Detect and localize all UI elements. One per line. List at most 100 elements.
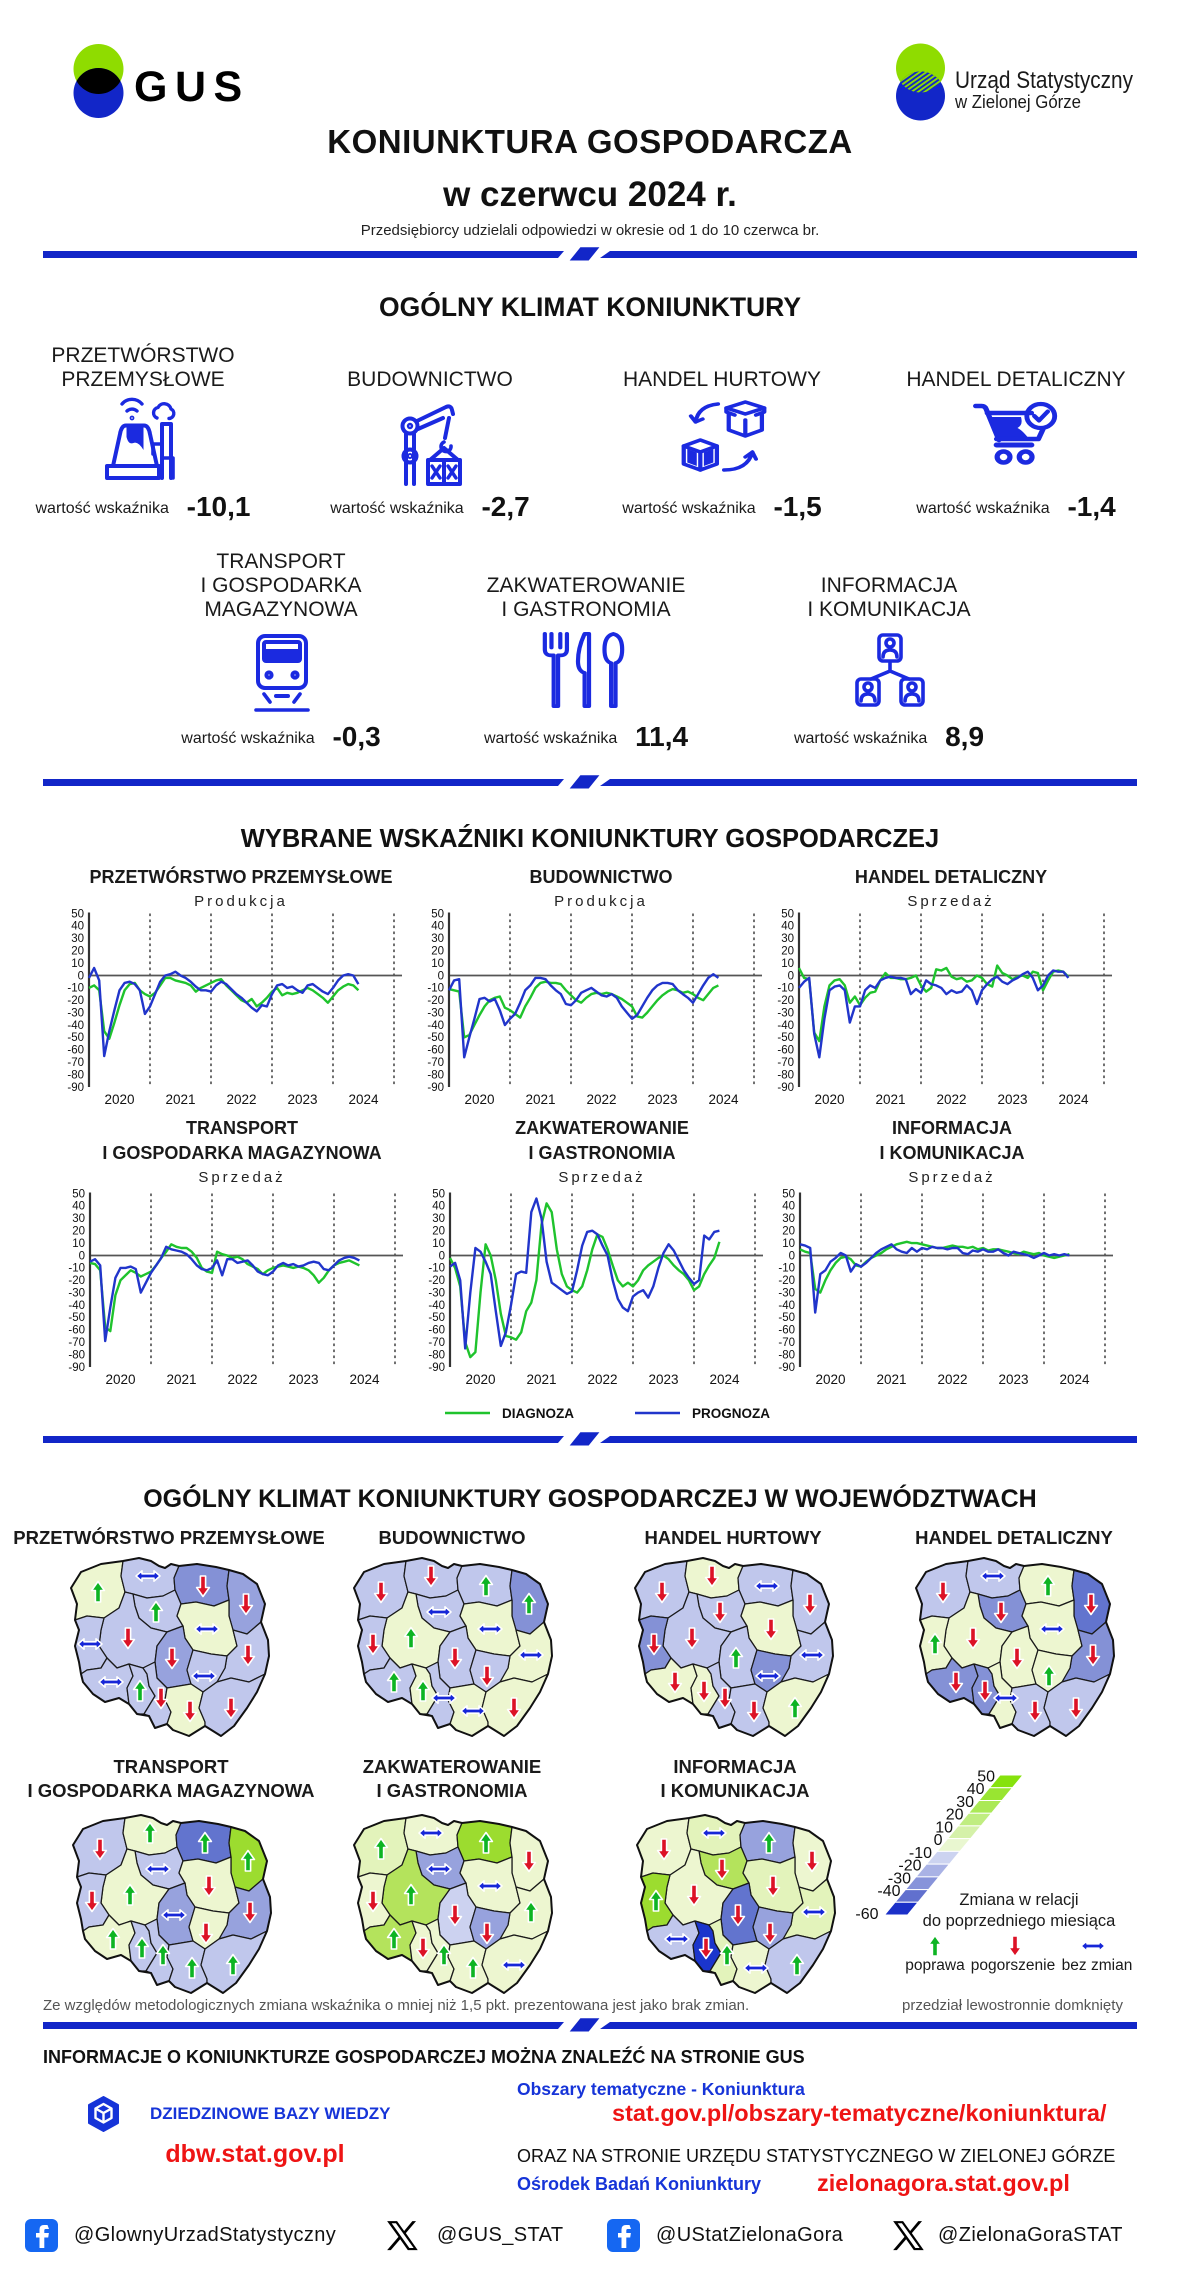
svg-text:2020: 2020 [105, 1372, 135, 1387]
svg-text:-60: -60 [855, 1906, 878, 1923]
svg-text:2022: 2022 [586, 1092, 616, 1107]
svg-text:-80: -80 [778, 1349, 795, 1361]
svg-text:40: 40 [431, 921, 444, 933]
svg-text:0: 0 [439, 1250, 445, 1262]
svg-text:10: 10 [432, 1238, 445, 1250]
svg-text:-70: -70 [68, 1337, 85, 1349]
svg-text:-10: -10 [67, 983, 84, 995]
svg-text:30: 30 [781, 933, 794, 945]
svg-text:Urząd Statystyczny: Urząd Statystyczny [955, 67, 1134, 94]
svg-text:-80: -80 [68, 1349, 85, 1361]
svg-text:-20: -20 [428, 1275, 445, 1287]
svg-text:-60: -60 [428, 1325, 445, 1337]
svg-text:-80: -80 [427, 1069, 444, 1081]
svg-text:-20: -20 [777, 995, 794, 1007]
svg-text:-30: -30 [428, 1287, 445, 1299]
svg-text:2021: 2021 [876, 1372, 906, 1387]
svg-text:-30: -30 [777, 1007, 794, 1019]
svg-text:2024: 2024 [709, 1372, 740, 1387]
svg-text:-10: -10 [427, 983, 444, 995]
svg-text:2020: 2020 [814, 1092, 844, 1107]
svg-text:-50: -50 [778, 1312, 795, 1324]
svg-text:-30: -30 [68, 1287, 85, 1299]
svg-text:0: 0 [79, 1250, 85, 1262]
svg-text:50: 50 [431, 908, 444, 920]
svg-text:bez zmian: bez zmian [1062, 1957, 1133, 1974]
svg-text:-40: -40 [68, 1300, 85, 1312]
svg-text:2020: 2020 [465, 1372, 495, 1387]
svg-text:-30: -30 [67, 1007, 84, 1019]
svg-text:-30: -30 [427, 1007, 444, 1019]
svg-text:-40: -40 [877, 1883, 900, 1900]
svg-text:50: 50 [782, 1188, 795, 1200]
svg-text:50: 50 [432, 1188, 445, 1200]
svg-text:2020: 2020 [815, 1372, 845, 1387]
svg-text:2023: 2023 [647, 1092, 677, 1107]
svg-text:-70: -70 [778, 1337, 795, 1349]
svg-text:2024: 2024 [1058, 1092, 1089, 1107]
svg-text:-90: -90 [68, 1362, 85, 1374]
svg-text:-10: -10 [777, 983, 794, 995]
svg-text:-50: -50 [427, 1032, 444, 1044]
svg-text:30: 30 [432, 1213, 445, 1225]
svg-text:2024: 2024 [348, 1092, 379, 1107]
svg-text:50: 50 [781, 908, 794, 920]
svg-text:-50: -50 [67, 1032, 84, 1044]
svg-text:10: 10 [781, 958, 794, 970]
svg-text:20: 20 [946, 1807, 964, 1824]
svg-text:w Zielonej Górze: w Zielonej Górze [954, 92, 1081, 112]
svg-text:-40: -40 [427, 1020, 444, 1032]
svg-text:-20: -20 [67, 995, 84, 1007]
svg-text:0: 0 [78, 970, 84, 982]
svg-text:2022: 2022 [936, 1092, 966, 1107]
svg-text:40: 40 [72, 1201, 85, 1213]
svg-text:50: 50 [71, 908, 84, 920]
svg-text:40: 40 [432, 1201, 445, 1213]
svg-text:0: 0 [789, 1250, 795, 1262]
svg-text:-10: -10 [909, 1845, 932, 1862]
svg-text:-60: -60 [427, 1045, 444, 1057]
svg-text:10: 10 [935, 1819, 953, 1836]
svg-text:2022: 2022 [587, 1372, 617, 1387]
svg-text:10: 10 [71, 958, 84, 970]
svg-text:-90: -90 [778, 1362, 795, 1374]
svg-text:30: 30 [72, 1213, 85, 1225]
svg-text:-40: -40 [778, 1300, 795, 1312]
svg-text:GUS: GUS [134, 63, 250, 111]
svg-text:-60: -60 [67, 1045, 84, 1057]
svg-text:2020: 2020 [464, 1092, 494, 1107]
svg-text:0: 0 [788, 970, 794, 982]
svg-text:-40: -40 [777, 1020, 794, 1032]
svg-text:PROGNOZA: PROGNOZA [692, 1406, 770, 1421]
svg-text:30: 30 [71, 933, 84, 945]
svg-text:-50: -50 [428, 1312, 445, 1324]
svg-text:-20: -20 [427, 995, 444, 1007]
svg-text:10: 10 [782, 1238, 795, 1250]
svg-text:-40: -40 [67, 1020, 84, 1032]
svg-text:2023: 2023 [287, 1092, 317, 1107]
svg-text:-10: -10 [68, 1263, 85, 1275]
svg-text:pogorszenie: pogorszenie [971, 1957, 1055, 1974]
svg-text:-40: -40 [428, 1300, 445, 1312]
svg-text:2024: 2024 [708, 1092, 739, 1107]
svg-text:30: 30 [782, 1213, 795, 1225]
svg-text:0: 0 [934, 1832, 943, 1849]
svg-text:30: 30 [956, 1794, 974, 1811]
svg-text:10: 10 [72, 1238, 85, 1250]
svg-text:-80: -80 [67, 1069, 84, 1081]
svg-text:20: 20 [72, 1226, 85, 1238]
svg-text:2024: 2024 [1059, 1372, 1090, 1387]
svg-text:-70: -70 [67, 1057, 84, 1069]
svg-text:poprawa: poprawa [905, 1957, 965, 1974]
svg-text:-50: -50 [777, 1032, 794, 1044]
svg-text:do poprzedniego miesiąca: do poprzedniego miesiąca [923, 1912, 1116, 1930]
svg-text:-60: -60 [778, 1325, 795, 1337]
svg-text:-90: -90 [427, 1082, 444, 1094]
svg-text:-70: -70 [428, 1337, 445, 1349]
svg-text:-90: -90 [428, 1362, 445, 1374]
svg-text:-30: -30 [888, 1870, 911, 1887]
svg-text:2022: 2022 [226, 1092, 256, 1107]
svg-text:-60: -60 [777, 1045, 794, 1057]
svg-text:20: 20 [781, 946, 794, 958]
svg-text:-20: -20 [898, 1858, 921, 1875]
